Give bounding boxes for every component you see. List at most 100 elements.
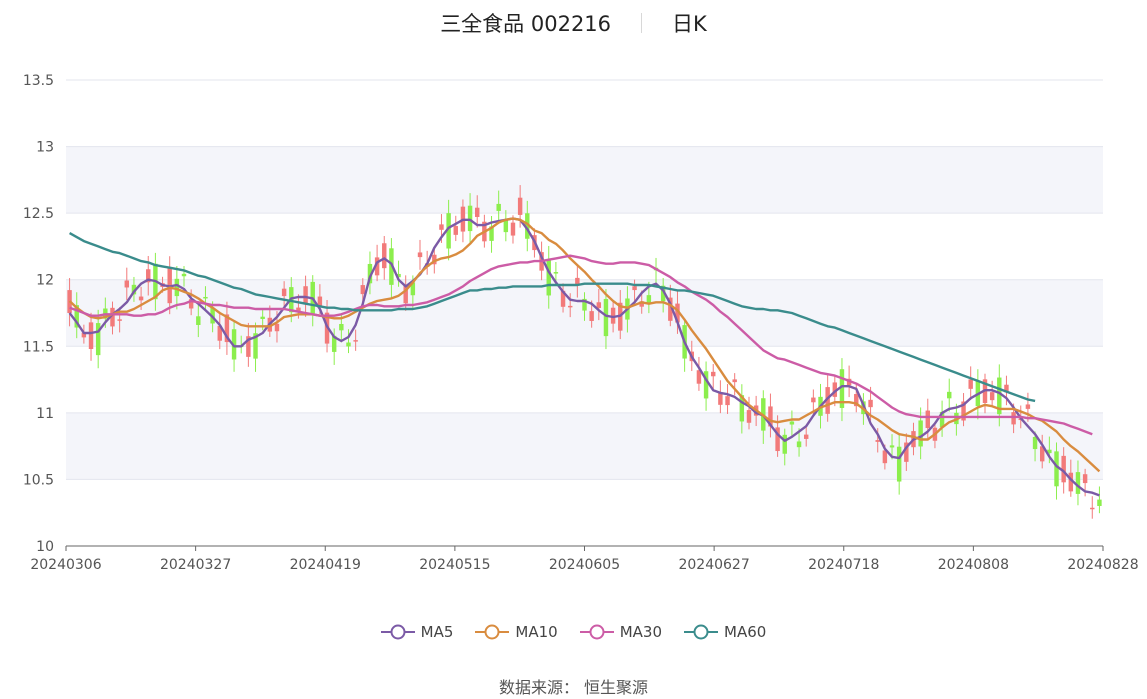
grid-band xyxy=(66,412,1103,480)
candle-body xyxy=(947,391,952,399)
candle-body xyxy=(496,203,501,211)
candle-body xyxy=(632,286,637,291)
candle-body xyxy=(403,285,408,304)
candle-body xyxy=(889,445,895,448)
candle-body xyxy=(146,269,151,283)
candle-body xyxy=(1068,472,1074,492)
moving-average-lines xyxy=(68,217,1101,497)
candle-body xyxy=(603,298,609,337)
candle-body xyxy=(353,340,358,342)
candle-body xyxy=(439,224,444,230)
candle-body xyxy=(81,332,87,338)
candle-body xyxy=(575,277,580,285)
candle-body xyxy=(782,434,787,454)
candle-body xyxy=(610,307,616,324)
x-tick-label: 20240327 xyxy=(160,557,231,573)
legend-item-ma5[interactable]: MA5 xyxy=(380,623,454,641)
candle-body xyxy=(253,333,258,359)
period-label[interactable]: 日K xyxy=(672,12,707,36)
candle-body xyxy=(260,316,265,319)
candle-body xyxy=(174,278,180,297)
data-source-note: 数据来源： 恒生聚源 xyxy=(498,678,649,697)
candle-body xyxy=(839,369,845,408)
y-tick-label: 12 xyxy=(36,273,54,289)
candle-body xyxy=(732,379,737,383)
candle-body xyxy=(453,226,458,235)
candle-body xyxy=(117,319,122,321)
legend-marker-ma5-icon xyxy=(380,624,415,640)
candle-body xyxy=(95,323,101,356)
candle-body xyxy=(961,401,966,421)
y-axis-labels: 10 10.5 11 11.5 12 12.5 13 13.5 xyxy=(23,73,54,555)
candle-body xyxy=(546,259,551,296)
candle-body xyxy=(281,288,287,297)
line-ma30 xyxy=(69,254,1093,436)
chart-title: 三全食品 002216 日K xyxy=(0,6,1147,40)
candle-body xyxy=(746,410,752,423)
x-tick-label: 20240627 xyxy=(678,557,749,573)
candle-body xyxy=(374,257,380,276)
candle-body xyxy=(1032,436,1038,450)
candle-body xyxy=(1004,384,1009,393)
candle-body xyxy=(274,323,280,332)
chart-plot: 10 10.5 11 11.5 12 12.5 13 13.5 20240306 2024032… xyxy=(23,73,1139,573)
candle-body xyxy=(446,213,451,249)
candle-body xyxy=(1075,472,1081,494)
candle-body xyxy=(217,325,222,341)
candle-body xyxy=(997,377,1002,415)
candle-body xyxy=(517,197,523,215)
candle-body xyxy=(181,273,187,277)
candle-body xyxy=(725,396,730,406)
candle-body xyxy=(246,336,251,357)
candle-body xyxy=(703,371,709,399)
candle-body xyxy=(560,290,566,307)
candle-body xyxy=(1097,499,1102,506)
line-ma60 xyxy=(69,232,1036,403)
candle-body xyxy=(475,207,480,217)
candle-body xyxy=(489,226,494,241)
candle-body xyxy=(918,420,923,447)
candle-body xyxy=(882,450,888,464)
candle-body xyxy=(589,311,594,321)
candle-body xyxy=(467,205,473,232)
candle-body xyxy=(339,323,344,331)
candle-body xyxy=(660,285,666,302)
legend-item-ma10[interactable]: MA10 xyxy=(475,623,558,641)
legend-item-ma60[interactable]: MA60 xyxy=(684,623,766,641)
x-tick-label: 20240828 xyxy=(1067,557,1138,573)
candle-body xyxy=(803,434,809,439)
legend-marker-ma10-icon xyxy=(475,624,510,640)
stock-name: 三全食品 002216 xyxy=(440,12,612,36)
y-tick-label: 12.5 xyxy=(23,206,54,222)
candle-body xyxy=(832,382,838,397)
candle-body xyxy=(331,335,337,352)
y-tick-label: 13.5 xyxy=(23,73,54,89)
candle-body xyxy=(567,305,573,308)
candle-body xyxy=(639,301,644,307)
candle-body xyxy=(904,442,909,462)
candle-body xyxy=(360,285,366,295)
x-tick-label: 20240605 xyxy=(549,557,620,573)
candle-body xyxy=(224,314,230,343)
candle-body xyxy=(968,379,973,389)
candle-body xyxy=(296,307,301,312)
candle-body xyxy=(1061,455,1066,483)
candle-body xyxy=(582,298,587,311)
candle-body xyxy=(868,399,873,408)
candle-body xyxy=(939,411,945,428)
candle-body xyxy=(74,305,79,328)
line-ma10 xyxy=(68,217,1101,473)
legend-item-ma30[interactable]: MA30 xyxy=(579,623,662,641)
candle-body xyxy=(796,441,802,448)
x-axis: 20240306 20240327 20240419 20240515 20240605… xyxy=(30,545,1139,573)
y-tick-label: 10.5 xyxy=(23,472,54,488)
legend-label-ma5: MA5 xyxy=(420,623,454,641)
candle-body xyxy=(1011,412,1016,425)
x-tick-label: 20240808 xyxy=(938,557,1009,573)
candle-body xyxy=(825,387,830,414)
candle-body xyxy=(503,220,509,233)
y-tick-label: 13 xyxy=(36,140,54,156)
candle-body xyxy=(768,406,773,427)
candle-body xyxy=(1039,446,1045,462)
candle-body xyxy=(989,392,995,401)
